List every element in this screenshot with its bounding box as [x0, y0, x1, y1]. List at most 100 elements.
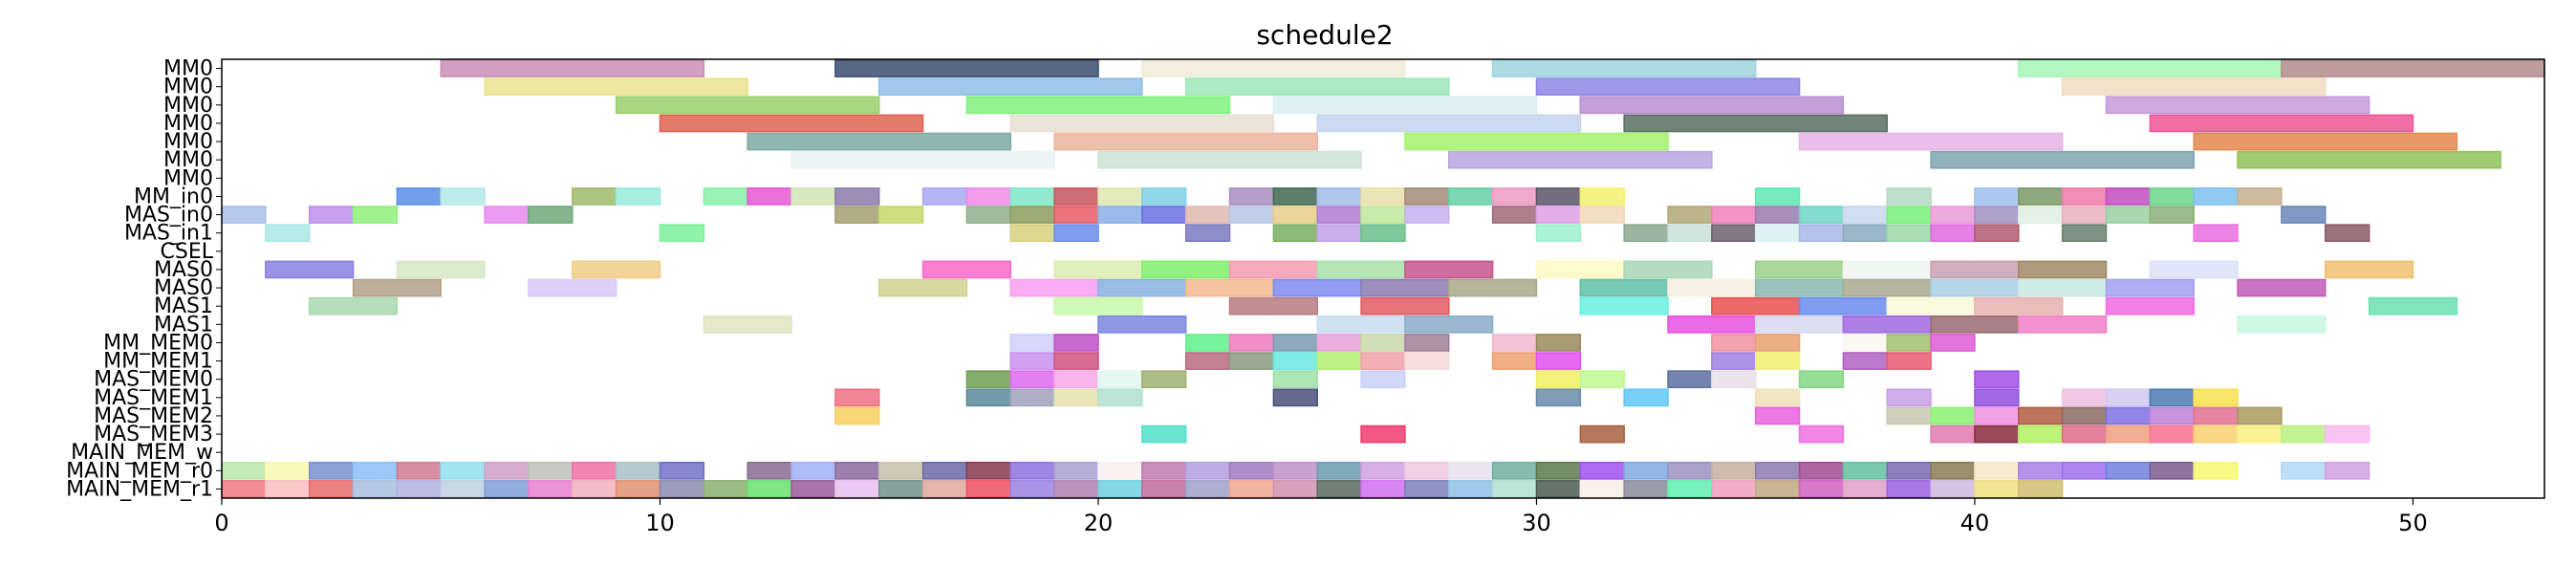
task-bar [221, 206, 267, 224]
task-bar [396, 187, 442, 206]
task-bar [2018, 480, 2064, 498]
task-bar [1535, 77, 1801, 97]
task-bar [1491, 59, 1757, 77]
task-bar [1316, 114, 1582, 133]
y-tick-label: MAS_in0 [124, 204, 213, 228]
task-bar [2149, 260, 2239, 279]
task-bar [1141, 187, 1187, 206]
y-tick-label: MAIN_MEM_r1 [66, 477, 213, 501]
y-tick-label: MM_MEM0 [103, 331, 213, 355]
task-bar [1754, 260, 1845, 279]
task-bar [308, 480, 355, 498]
task-bar [1404, 132, 1669, 151]
task-bar [440, 59, 705, 77]
task-bar [1886, 187, 1932, 206]
task-bar [1754, 187, 1801, 206]
task-bar [1009, 114, 1275, 133]
task-bar [1141, 480, 1187, 498]
task-bar [834, 480, 880, 498]
y-tick-label: MAS0 [154, 276, 213, 300]
task-bar [1886, 334, 1932, 352]
task-bar [528, 278, 617, 297]
task-bar [1842, 334, 1889, 352]
task-bar [1535, 334, 1582, 352]
x-tick-label: 30 [1522, 510, 1551, 536]
task-bar [1798, 296, 1889, 316]
task-bar [877, 77, 1143, 97]
task-bar [703, 315, 792, 334]
task-bar [528, 206, 574, 224]
task-bar [2193, 388, 2239, 407]
task-bar [396, 260, 486, 279]
task-bar [1842, 206, 1889, 224]
task-bar [1842, 480, 1889, 498]
task-bar [1667, 461, 1713, 480]
x-tick-label: 40 [1960, 510, 1990, 536]
task-bar [1535, 352, 1582, 370]
task-bar [615, 461, 661, 480]
chart-title: schedule2 [1256, 19, 1393, 51]
task-bar [1272, 370, 1318, 389]
task-bar [1360, 224, 1406, 243]
task-bar [1448, 461, 1494, 480]
task-bar [1316, 315, 1406, 334]
task-bar [352, 461, 399, 480]
task-bar [1491, 352, 1538, 370]
task-bar [396, 480, 442, 498]
task-bar [1272, 388, 1318, 407]
y-tick-label: MAS0 [154, 258, 213, 282]
task-bar [1097, 278, 1187, 297]
task-bar [1798, 206, 1845, 224]
task-bar [1404, 315, 1494, 334]
task-bar [265, 461, 311, 480]
task-bar [2018, 187, 2064, 206]
task-bar [1097, 187, 1143, 206]
task-bar [396, 461, 442, 480]
task-bar [877, 206, 924, 224]
task-bar [1360, 206, 1406, 224]
task-bar [2105, 424, 2152, 444]
task-bar [1009, 206, 1055, 224]
y-tick-label: MAS_MEM1 [94, 386, 213, 410]
x-axis-ticks: 0 10 20 30 40 50 [214, 498, 2428, 536]
task-bar [1667, 370, 1713, 389]
y-tick-label: MAS_in1 [124, 222, 213, 246]
task-bar [2193, 461, 2239, 480]
task-bar [1053, 224, 1099, 243]
task-bar [1404, 334, 1450, 352]
task-bar [790, 461, 836, 480]
task-bar [1141, 59, 1406, 77]
task-bar [2149, 388, 2195, 407]
task-bar [1667, 278, 1757, 297]
task-bar [2105, 96, 2370, 115]
task-bar [1623, 260, 1713, 279]
task-bar [2149, 187, 2195, 206]
task-bar [2061, 224, 2108, 243]
task-bar [1272, 334, 1318, 352]
task-bar [1579, 370, 1625, 389]
task-bar [1053, 132, 1318, 151]
task-bar [1316, 260, 1406, 279]
task-bar [1316, 352, 1362, 370]
task-bar [1579, 206, 1625, 224]
task-bar [484, 480, 530, 498]
y-tick-label: MM0 [163, 130, 213, 154]
task-bar [1316, 334, 1362, 352]
task-bar [572, 260, 661, 279]
y-tick-label: MM0 [163, 76, 213, 99]
task-bar [1886, 480, 1932, 498]
task-bar [790, 150, 1055, 169]
task-bar [1930, 315, 2020, 334]
task-bar [2149, 114, 2414, 133]
task-bar [1491, 187, 1538, 206]
y-tick-label: MM0 [163, 57, 213, 81]
task-bar [965, 461, 1012, 480]
y-tick-label: MM0 [163, 112, 213, 136]
task-bar [308, 461, 355, 480]
task-bar [2237, 278, 2327, 297]
y-tick-label: MM0 [163, 148, 213, 172]
task-bar [1842, 352, 1889, 370]
task-bar [1842, 315, 1932, 334]
task-bar [1141, 461, 1187, 480]
task-bar [1228, 187, 1275, 206]
